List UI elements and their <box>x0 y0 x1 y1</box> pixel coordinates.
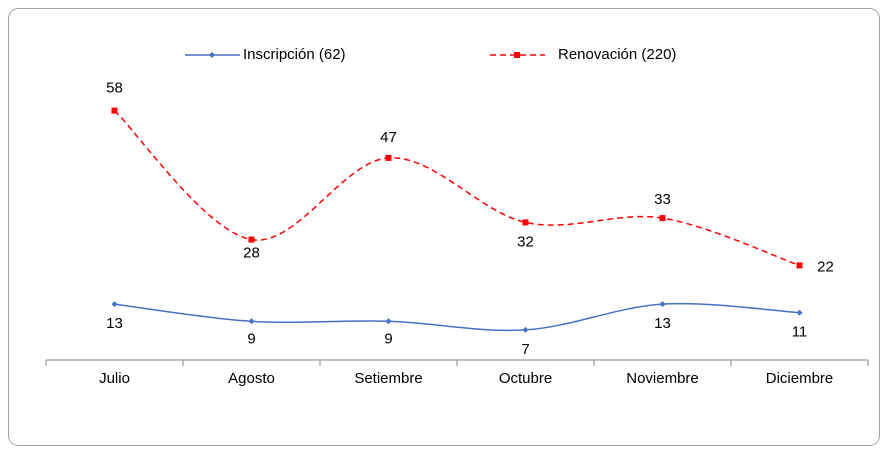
point <box>248 318 255 325</box>
data-label: 47 <box>380 129 397 146</box>
data-label: 33 <box>654 191 671 208</box>
point <box>522 326 529 333</box>
legend-label: Renovación (220) <box>558 46 676 63</box>
data-label: 28 <box>243 245 260 262</box>
x-tick-label: Diciembre <box>766 370 834 387</box>
point <box>385 154 392 161</box>
x-tick-label: Agosto <box>228 370 275 387</box>
point <box>522 219 529 226</box>
point <box>111 107 118 114</box>
point <box>385 318 392 325</box>
legend-label: Inscripción (62) <box>243 46 346 63</box>
point <box>796 309 803 316</box>
point <box>248 236 255 243</box>
data-label: 7 <box>521 341 529 358</box>
legend-marker <box>209 52 215 58</box>
x-tick-label: Julio <box>99 370 130 387</box>
series-line <box>113 110 800 267</box>
data-label: 11 <box>792 324 808 341</box>
point <box>659 301 666 308</box>
legend-marker <box>514 52 520 58</box>
data-label: 9 <box>384 330 392 347</box>
point <box>796 262 803 269</box>
x-tick-label: Noviembre <box>626 370 699 387</box>
x-tick-label: Setiembre <box>354 370 422 387</box>
data-label: 9 <box>247 330 255 347</box>
point <box>111 301 118 308</box>
data-label: 13 <box>654 315 671 332</box>
series-line <box>114 302 800 332</box>
chart-border <box>8 8 880 446</box>
x-tick-label: Octubre <box>499 370 552 387</box>
data-label: 22 <box>817 258 834 275</box>
data-label: 13 <box>106 315 123 332</box>
data-label: 58 <box>106 80 123 97</box>
point <box>659 215 666 222</box>
data-label: 32 <box>517 233 534 250</box>
